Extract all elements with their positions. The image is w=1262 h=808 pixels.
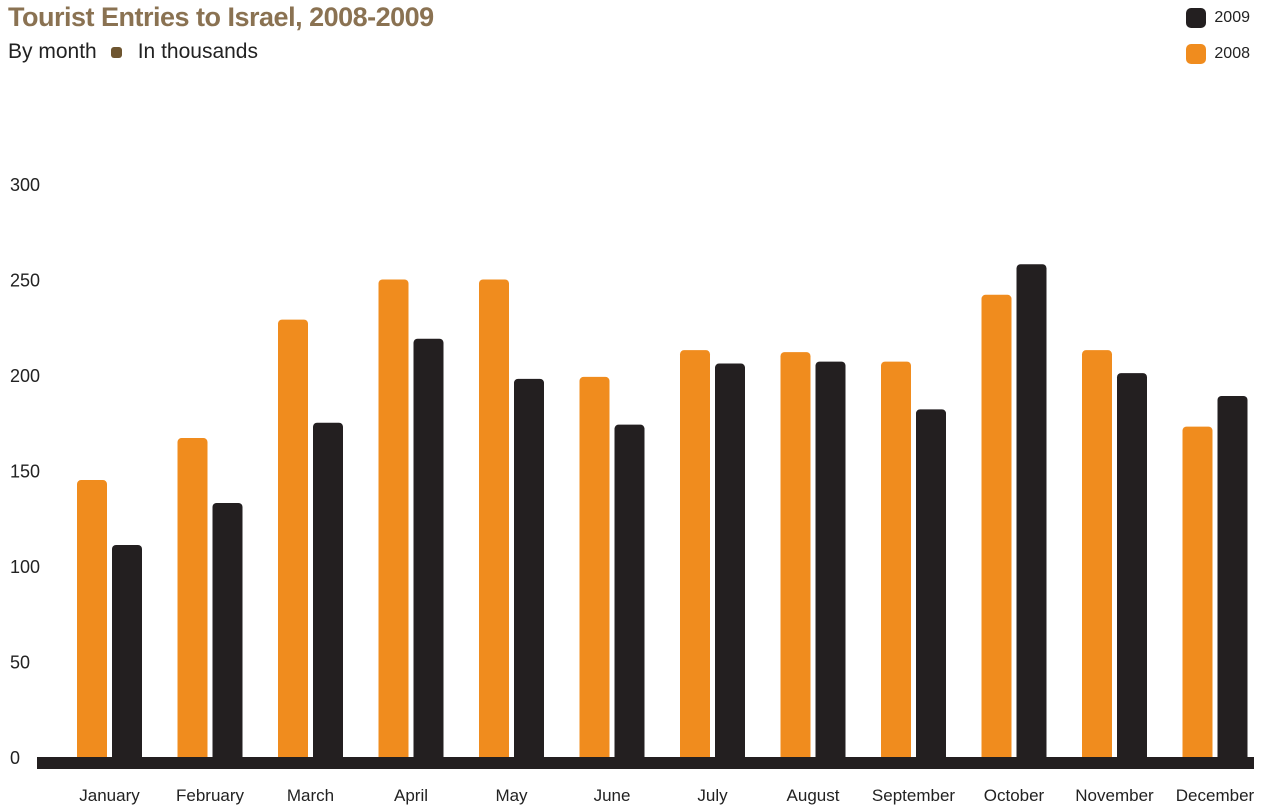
bar-2009-september — [916, 409, 946, 761]
bar-2008-april — [378, 279, 409, 761]
bar-2008-november — [1082, 350, 1112, 761]
x-tick-label: August — [787, 786, 840, 805]
y-tick-label: 250 — [10, 271, 40, 291]
bar-2009-march — [313, 422, 343, 761]
x-tick-label: October — [984, 786, 1045, 805]
bar-2008-october — [981, 294, 1012, 761]
x-tick-label: February — [176, 786, 245, 805]
y-tick-label: 200 — [10, 366, 40, 386]
bar-2008-march — [278, 319, 308, 761]
bars-group — [77, 264, 1248, 761]
legend-label-2009: 2009 — [1214, 9, 1250, 26]
x-tick-label: March — [287, 786, 334, 805]
bar-2008-december — [1182, 426, 1213, 761]
subtitle-period: By month — [8, 40, 97, 63]
x-tick-label: July — [697, 786, 728, 805]
subtitle-unit: In thousands — [137, 40, 258, 63]
y-tick-label: 100 — [10, 557, 40, 577]
bar-2009-april — [413, 338, 444, 761]
x-tick-label: January — [79, 786, 140, 805]
chart-title: Tourist Entries to Israel, 2008-2009 — [8, 2, 434, 32]
legend-label-2008: 2008 — [1214, 45, 1250, 62]
bar-2009-june — [614, 424, 645, 761]
bar-2009-november — [1117, 373, 1147, 761]
chart-subtitle: By month In thousands — [8, 40, 258, 64]
x-axis: January February March April May June July Augu… — [79, 786, 1254, 805]
bar-2008-june — [579, 376, 610, 761]
x-tick-label: December — [1176, 786, 1255, 805]
chart-legend: 2009 2008 — [1186, 6, 1250, 78]
bar-2009-february — [212, 502, 243, 761]
legend-item-2009: 2009 — [1186, 6, 1250, 30]
bar-2009-july — [715, 363, 745, 761]
legend-item-2008: 2008 — [1186, 42, 1250, 66]
bar-2008-september — [881, 361, 911, 761]
legend-swatch-2008 — [1186, 44, 1207, 64]
y-tick-label: 0 — [10, 748, 20, 768]
y-tick-label: 50 — [10, 653, 30, 673]
y-axis: 0 50 100 150 200 250 300 — [10, 175, 40, 768]
bar-2008-february — [177, 438, 208, 761]
legend-swatch-2009 — [1186, 8, 1207, 28]
x-tick-label: April — [394, 786, 428, 805]
bar-2009-may — [514, 378, 544, 761]
y-tick-label: 150 — [10, 462, 40, 482]
bar-2008-august — [780, 352, 811, 761]
y-tick-label: 300 — [10, 175, 40, 195]
bar-2008-july — [680, 350, 710, 761]
bar-2009-august — [815, 361, 846, 761]
bar-2009-december — [1217, 396, 1248, 761]
bar-2009-october — [1016, 264, 1047, 761]
x-axis-baseline — [37, 757, 1254, 769]
x-tick-label: June — [594, 786, 631, 805]
bar-2008-may — [479, 279, 509, 761]
bar-2009-january — [112, 544, 142, 761]
bar-2008-january — [77, 480, 107, 761]
x-tick-label: November — [1075, 786, 1154, 805]
bullet-separator-icon — [110, 46, 122, 58]
x-tick-label: September — [872, 786, 955, 805]
x-tick-label: May — [495, 786, 528, 805]
